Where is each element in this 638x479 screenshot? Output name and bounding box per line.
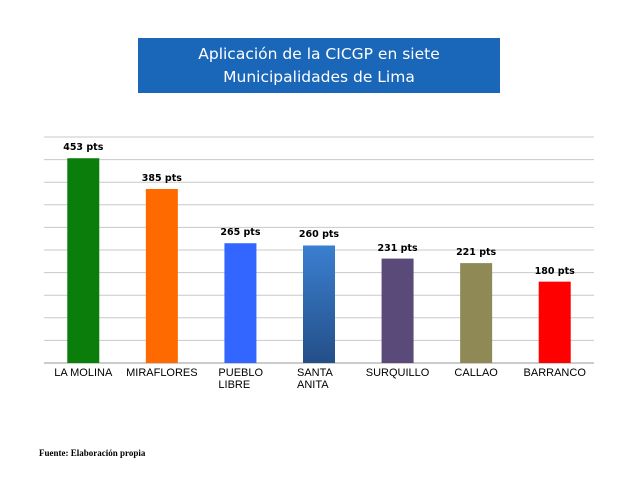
bar-surquillo [381,258,414,363]
value-label: 180 pts [534,265,575,277]
category-label: SURQUILLO [366,367,430,379]
category-label: PUEBLO LIBRE [218,367,263,391]
category-label-line: LA MOLINA [54,367,113,379]
category-label-line: MIRAFLORES [126,367,198,379]
category-label-line: LIBRE [218,379,251,391]
category-label-line: SANTA [297,367,333,379]
value-label: 265 pts [220,227,261,239]
category-label: MIRAFLORES [126,367,198,379]
bar-callao [460,263,493,363]
bar-pueblo-libre [224,243,257,363]
source-note: Fuente: Elaboración propia [39,448,146,458]
chart-title: Aplicación de la CICGP en siete Municipa… [138,38,500,93]
category-label: SANTA ANITA [297,367,333,391]
value-label: 385 pts [141,172,182,184]
value-label: 231 pts [377,242,418,254]
category-label: BARRANCO [524,367,586,379]
category-label: CALLAO [454,367,497,379]
chart-title-line-1: Aplicación de la CICGP en siete [198,44,440,63]
bar-la-molina [67,158,100,363]
category-label-line: SURQUILLO [365,367,430,379]
category-label-line: BARRANCO [523,367,586,379]
bar-santa-anita [303,245,335,363]
chart-title-line-2: Municipalidades de Lima [223,67,415,86]
bar-miraflores [145,188,178,363]
category-label-line: ANITA [297,379,329,391]
category-label: LA MOLINA [54,367,112,379]
bar-barranco [538,281,571,363]
bars [67,158,571,363]
value-label: 221 pts [456,247,497,259]
category-label-line: PUEBLO [218,367,264,379]
category-label-line: CALLAO [454,367,498,379]
value-label: 260 pts [298,229,340,241]
value-label: 453 pts [63,142,104,154]
